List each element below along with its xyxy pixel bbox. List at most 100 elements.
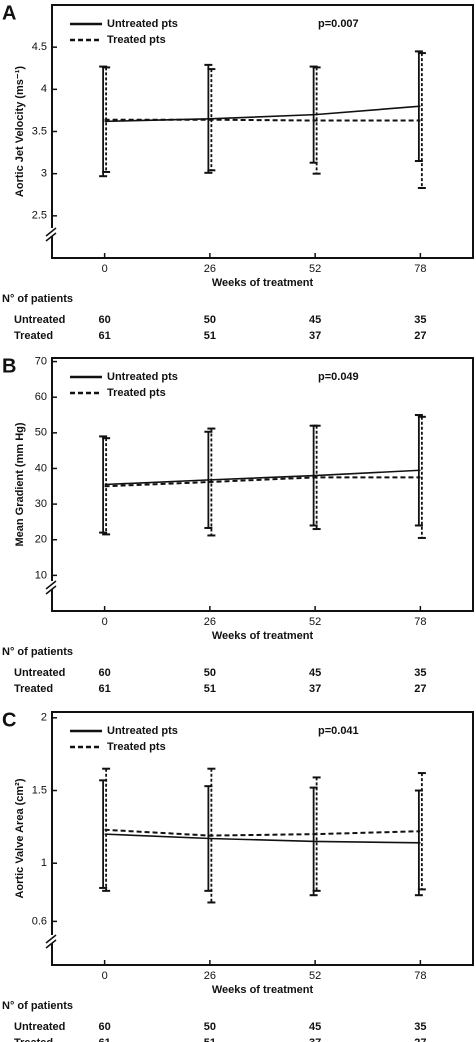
error-bar bbox=[417, 415, 426, 539]
y-tick-label: 10 bbox=[35, 569, 47, 581]
error-bar bbox=[204, 430, 213, 529]
patients-row-label: Untreated bbox=[14, 667, 65, 679]
y-tick-label: 1 bbox=[41, 857, 47, 869]
x-tick-label: 52 bbox=[309, 616, 321, 628]
patients-row-label: Treated bbox=[14, 1037, 53, 1042]
panel-letter: B bbox=[2, 355, 16, 377]
y-tick-label: 3.5 bbox=[32, 125, 47, 137]
y-tick-label: 2.5 bbox=[32, 210, 47, 222]
y-axis-label: Mean Gradient (mm Hg) bbox=[14, 422, 26, 546]
x-tick-label: 52 bbox=[309, 263, 321, 275]
patients-title: N° of patients bbox=[2, 1000, 73, 1012]
error-bar bbox=[207, 68, 216, 172]
y-tick-label: 70 bbox=[35, 355, 47, 367]
patients-title: N° of patients bbox=[2, 293, 73, 305]
y-tick-label: 2 bbox=[41, 712, 47, 724]
patients-count: 27 bbox=[414, 330, 426, 342]
patients-count: 37 bbox=[309, 683, 321, 695]
error-bar bbox=[207, 427, 216, 537]
axis-break bbox=[45, 939, 57, 949]
patients-count: 51 bbox=[204, 330, 216, 342]
legend-label: Treated pts bbox=[107, 34, 166, 46]
patients-count: 37 bbox=[309, 330, 321, 342]
patients-row-label: Treated bbox=[14, 330, 53, 342]
axis-break bbox=[45, 232, 57, 242]
patients-count: 35 bbox=[414, 314, 426, 326]
series-line bbox=[104, 105, 421, 123]
series-line bbox=[104, 833, 421, 844]
patients-count: 50 bbox=[204, 667, 216, 679]
axis-break bbox=[45, 934, 57, 944]
series-line bbox=[104, 476, 421, 488]
legend-label: Treated pts bbox=[107, 741, 166, 753]
patients-count: 51 bbox=[204, 683, 216, 695]
patients-row-label: Untreated bbox=[14, 314, 65, 326]
patients-count: 45 bbox=[309, 314, 321, 326]
patients-count: 35 bbox=[414, 1021, 426, 1033]
plot-frame bbox=[51, 357, 474, 612]
error-bar bbox=[102, 437, 111, 536]
legend-label: Treated pts bbox=[107, 387, 166, 399]
error-bar bbox=[414, 414, 423, 527]
error-bar bbox=[102, 767, 111, 892]
x-tick-label: 26 bbox=[204, 970, 216, 982]
patients-count: 37 bbox=[309, 1037, 321, 1042]
y-tick-label: 30 bbox=[35, 498, 47, 510]
p-value: p=0.007 bbox=[318, 18, 359, 30]
patients-count: 50 bbox=[204, 314, 216, 326]
patients-row-label: Treated bbox=[14, 683, 53, 695]
patients-count: 61 bbox=[99, 683, 111, 695]
legend-label: Untreated pts bbox=[107, 371, 178, 383]
error-bar bbox=[312, 776, 321, 892]
series-line bbox=[104, 469, 421, 486]
patients-count: 45 bbox=[309, 667, 321, 679]
patients-count: 27 bbox=[414, 683, 426, 695]
patients-count: 51 bbox=[204, 1037, 216, 1042]
patients-count: 61 bbox=[99, 1037, 111, 1042]
error-bar bbox=[207, 767, 216, 904]
patients-count: 61 bbox=[99, 330, 111, 342]
p-value: p=0.041 bbox=[318, 725, 359, 737]
legend-label: Untreated pts bbox=[107, 18, 178, 30]
y-tick-label: 40 bbox=[35, 462, 47, 474]
axis-break bbox=[45, 585, 57, 595]
x-axis-label: Weeks of treatment bbox=[212, 630, 314, 642]
error-bar bbox=[417, 52, 426, 190]
p-value: p=0.049 bbox=[318, 371, 359, 383]
x-tick-label: 0 bbox=[102, 970, 108, 982]
x-tick-label: 52 bbox=[309, 970, 321, 982]
error-bar bbox=[312, 66, 321, 175]
plot-frame bbox=[51, 711, 474, 966]
x-tick-label: 78 bbox=[414, 970, 426, 982]
x-tick-label: 0 bbox=[102, 616, 108, 628]
patients-count: 60 bbox=[99, 667, 111, 679]
error-bar bbox=[312, 424, 321, 531]
error-bar bbox=[417, 772, 426, 891]
patients-title: N° of patients bbox=[2, 646, 73, 658]
y-axis-label: Aortic Jet Velocity (ms⁻¹) bbox=[14, 66, 26, 197]
axis-break bbox=[45, 227, 57, 237]
y-tick-label: 0.6 bbox=[32, 915, 47, 927]
axis-break bbox=[45, 580, 57, 590]
y-tick-label: 20 bbox=[35, 534, 47, 546]
error-bar bbox=[99, 435, 108, 534]
y-tick-label: 50 bbox=[35, 427, 47, 439]
error-bar bbox=[204, 63, 213, 174]
panel-letter: A bbox=[2, 2, 16, 24]
series-line bbox=[104, 828, 421, 837]
legend-label: Untreated pts bbox=[107, 725, 178, 737]
x-axis-label: Weeks of treatment bbox=[212, 277, 314, 289]
patients-count: 60 bbox=[99, 314, 111, 326]
patients-count: 60 bbox=[99, 1021, 111, 1033]
y-tick-label: 1.5 bbox=[32, 784, 47, 796]
patients-count: 45 bbox=[309, 1021, 321, 1033]
patients-count: 50 bbox=[204, 1021, 216, 1033]
panel-letter: C bbox=[2, 709, 16, 731]
x-tick-label: 0 bbox=[102, 263, 108, 275]
y-axis-label: Aortic Valve Area (cm²) bbox=[14, 778, 26, 898]
y-tick-label: 4.5 bbox=[32, 41, 47, 53]
y-tick-label: 60 bbox=[35, 391, 47, 403]
y-tick-label: 3 bbox=[41, 168, 47, 180]
